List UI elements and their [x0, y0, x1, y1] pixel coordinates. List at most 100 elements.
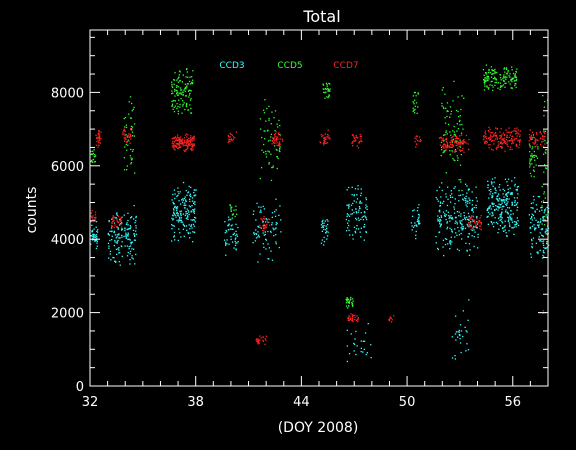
data-point [172, 193, 174, 196]
data-point [511, 204, 513, 206]
data-point [452, 135, 454, 138]
data-point [273, 229, 275, 231]
data-point [489, 144, 491, 146]
data-point [502, 142, 504, 144]
data-point [131, 158, 133, 160]
data-point [491, 73, 493, 75]
data-point [499, 184, 501, 186]
data-point [495, 135, 497, 138]
data-point [130, 157, 132, 159]
data-point [516, 209, 518, 211]
data-point [509, 216, 511, 218]
data-point [463, 212, 465, 214]
data-point [114, 239, 116, 242]
data-point [464, 227, 467, 229]
data-point [415, 138, 417, 140]
data-point [532, 169, 535, 171]
data-point [499, 77, 502, 79]
data-point [180, 236, 182, 238]
data-point [544, 224, 546, 226]
data-point [539, 249, 541, 251]
data-point [186, 140, 188, 142]
data-point [275, 234, 277, 236]
data-point [491, 203, 493, 205]
data-point [232, 213, 234, 215]
data-point [319, 142, 322, 144]
data-point [92, 152, 94, 155]
data-point [529, 129, 531, 131]
data-point [457, 143, 459, 145]
data-point [348, 302, 350, 304]
data-point [487, 180, 489, 182]
data-point [123, 129, 125, 131]
data-point [322, 83, 324, 85]
data-point [193, 191, 195, 194]
data-point [501, 227, 504, 229]
data-point [445, 196, 447, 198]
data-point [534, 141, 536, 143]
data-point [468, 138, 470, 141]
data-point [462, 226, 465, 228]
data-point [236, 233, 238, 235]
data-point [441, 182, 443, 184]
data-point [528, 133, 531, 136]
data-point [489, 71, 491, 74]
data-point [546, 206, 548, 208]
data-point [458, 234, 461, 236]
data-point [133, 106, 135, 109]
data-point [446, 222, 448, 224]
data-point [326, 96, 328, 98]
data-point [97, 132, 99, 135]
data-point [531, 245, 533, 248]
data-point [175, 86, 178, 88]
data-point [388, 318, 391, 321]
data-point [186, 215, 189, 217]
data-point [543, 115, 545, 117]
data-point [263, 130, 265, 132]
data-point [253, 210, 255, 212]
data-point [493, 203, 495, 205]
data-point [512, 142, 514, 144]
data-point [412, 210, 414, 212]
data-point [190, 143, 192, 146]
data-point [191, 149, 193, 152]
data-point [529, 227, 531, 230]
data-point [513, 130, 515, 132]
data-point [365, 353, 367, 356]
data-point [442, 202, 444, 204]
data-point [542, 312, 545, 314]
data-point [133, 218, 135, 220]
data-point [262, 243, 264, 245]
data-point [462, 142, 464, 145]
data-point [354, 230, 356, 232]
data-point [450, 215, 452, 217]
data-point [494, 217, 496, 219]
data-point [178, 92, 180, 94]
data-point [278, 133, 280, 135]
data-point [128, 228, 130, 230]
data-point [451, 193, 453, 195]
data-point [111, 235, 113, 237]
data-point [130, 226, 132, 228]
data-point [500, 203, 502, 206]
data-point [462, 228, 464, 230]
data-point [176, 143, 178, 145]
data-point [471, 191, 473, 193]
data-point [477, 236, 479, 238]
data-point [458, 142, 460, 144]
data-point [177, 213, 180, 215]
data-point [464, 217, 466, 220]
data-point [112, 215, 114, 217]
data-point [182, 198, 184, 200]
data-point [355, 136, 358, 138]
data-point [274, 130, 276, 132]
data-point [193, 219, 196, 221]
data-point [265, 120, 267, 122]
data-point [364, 211, 366, 214]
data-point [327, 133, 329, 136]
data-point [180, 140, 182, 143]
data-point [260, 337, 263, 339]
data-point [540, 218, 542, 220]
data-point [320, 242, 323, 244]
data-point [229, 139, 231, 141]
